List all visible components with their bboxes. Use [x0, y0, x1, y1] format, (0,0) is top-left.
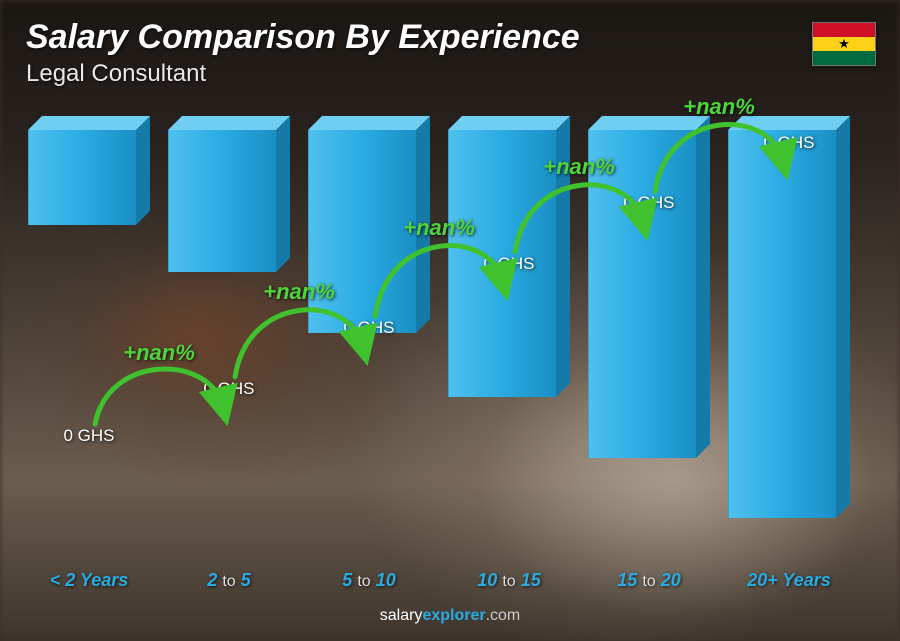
footer-brand: salaryexplorer.com	[0, 607, 900, 625]
bar-face-side	[136, 116, 150, 225]
pct-change-label: +nan%	[543, 154, 615, 180]
flag-star-icon: ★	[838, 37, 850, 50]
bar-x-label: 20+ Years	[704, 570, 875, 591]
bar-face-top	[28, 116, 150, 130]
brand-suffix: .com	[486, 607, 521, 624]
flag-stripe-mid: ★	[813, 37, 875, 51]
bar-value-label: 0 GHS	[308, 318, 430, 338]
bar-face-front	[28, 130, 136, 225]
bar-3d	[28, 130, 150, 225]
bar-face-front	[168, 130, 276, 272]
pct-change-label: +nan%	[403, 215, 475, 241]
bar-value-label: 0 GHS	[28, 426, 150, 446]
brand-prefix: salary	[380, 607, 423, 624]
bar-value-label: 0 GHS	[168, 379, 290, 399]
bar-face-front	[728, 130, 836, 518]
bar-face-top	[168, 116, 290, 130]
pct-change-label: +nan%	[683, 94, 755, 120]
flag-stripe-bot	[813, 51, 875, 65]
bar-face-top	[308, 116, 430, 130]
bar-chart: 0 GHS< 2 Years0 GHS2 to 50 GHS5 to 100 G…	[28, 130, 850, 561]
bar-3d	[168, 130, 290, 272]
bar-face-side	[696, 116, 710, 458]
chart-subtitle: Legal Consultant	[26, 60, 206, 88]
bar-face-top	[448, 116, 570, 130]
bar-3: 0 GHS10 to 15	[448, 130, 570, 561]
bar-5: 0 GHS20+ Years	[728, 130, 850, 561]
bar-3d	[728, 130, 850, 518]
pct-change-label: +nan%	[123, 340, 195, 366]
bar-value-label: 0 GHS	[728, 133, 850, 153]
bar-2: 0 GHS5 to 10	[308, 130, 430, 561]
bar-value-label: 0 GHS	[588, 193, 710, 213]
bar-value-label: 0 GHS	[448, 254, 570, 274]
country-flag-ghana: ★	[812, 22, 876, 66]
brand-accent: explorer	[422, 607, 485, 624]
bar-4: 0 GHS15 to 20	[588, 130, 710, 561]
bar-face-side	[276, 116, 290, 272]
chart-title: Salary Comparison By Experience	[26, 18, 580, 57]
pct-change-label: +nan%	[263, 279, 335, 305]
bar-face-side	[836, 116, 850, 518]
